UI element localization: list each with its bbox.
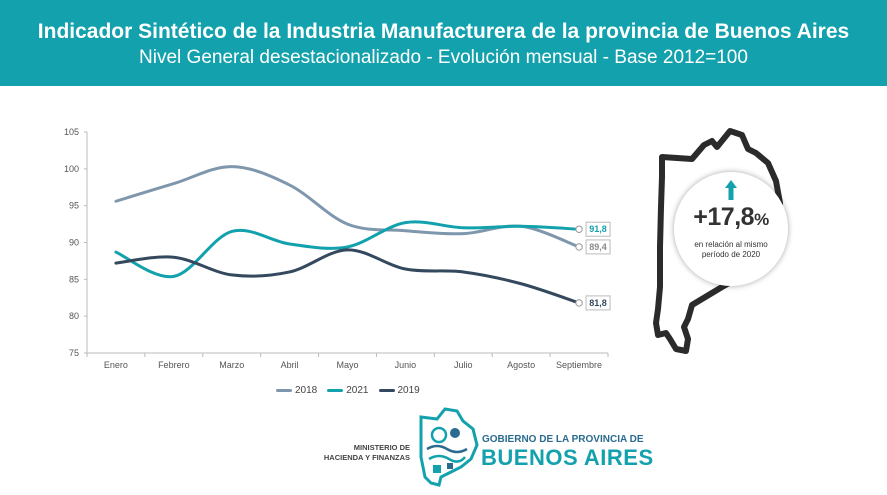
variation-unit: %	[754, 210, 769, 229]
legend-label: 2019	[397, 385, 420, 396]
variation-number: +17,8	[693, 203, 755, 231]
y-tick-label: 75	[69, 348, 79, 358]
series-end-point-2019	[575, 299, 583, 307]
series-line-2019	[114, 248, 581, 305]
legend-swatch	[327, 389, 344, 392]
ministry-name: MINISTERIO DE HACIENDA Y FINANZAS	[300, 443, 410, 463]
end-label-box-2021	[585, 221, 611, 237]
y-tick-label: 100	[64, 164, 79, 174]
legend-item-2019: 2019	[378, 385, 420, 396]
end-label-box-2019	[585, 295, 611, 311]
y-tick-label: 85	[69, 274, 79, 284]
x-tick-label: Septiembre	[556, 360, 602, 370]
x-tick-label: Marzo	[219, 360, 244, 370]
chart-legend: 2018 2021 2019	[276, 385, 420, 396]
variation-badge: +17,8% en relación al mismo período de 2…	[674, 172, 788, 286]
y-tick-label: 105	[64, 127, 79, 137]
legend-item-2021: 2021	[327, 385, 369, 396]
end-label-2021: 91,8	[589, 224, 607, 234]
series-line-2018	[114, 165, 581, 249]
variation-value: +17,8%	[674, 203, 788, 232]
ministry-line1: MINISTERIO DE	[353, 443, 410, 452]
page-title: Indicador Sintético de la Industria Manu…	[37, 20, 850, 43]
series-end-point-2018	[575, 243, 583, 251]
header-banner: Indicador Sintético de la Industria Manu…	[0, 0, 887, 86]
variation-caption-line2: período de 2020	[701, 250, 761, 259]
variation-caption-line1: en relación al mismo	[694, 240, 768, 249]
x-tick-label: Enero	[104, 360, 128, 370]
gov-label-small: GOBIERNO DE LA PROVINCIA DE	[482, 434, 644, 445]
legend-label: 2018	[295, 385, 318, 396]
legend-swatch	[378, 389, 395, 392]
arrow-up-icon	[725, 180, 737, 200]
gov-label-big: BUENOS AIRES	[481, 445, 654, 470]
variation-caption: en relación al mismo período de 2020	[684, 240, 778, 260]
legend-item-2018: 2018	[276, 385, 317, 396]
x-tick-label: Junio	[395, 360, 417, 370]
series-line-2021	[114, 220, 581, 279]
ministry-line2: HACIENDA Y FINANZAS	[323, 453, 410, 462]
x-tick-label: Julio	[454, 360, 473, 370]
page-subtitle: Nivel General desestacionalizado - Evolu…	[139, 47, 748, 68]
legend-swatch	[276, 389, 292, 392]
x-tick-label: Abril	[281, 360, 299, 370]
y-tick-label: 90	[69, 238, 79, 248]
y-tick-label: 95	[69, 201, 79, 211]
province-logo-icon	[419, 407, 479, 487]
end-label-2018: 89,4	[589, 242, 607, 252]
legend-label: 2021	[346, 385, 369, 396]
x-tick-label: Agosto	[507, 360, 535, 370]
y-tick-label: 80	[69, 311, 79, 321]
series-end-point-2021	[575, 225, 583, 233]
line-chart: 75 80 85 90 95 100 105 Enero Febrero Marzo Abril Ma…	[64, 127, 611, 370]
end-label-box-2018	[585, 239, 611, 255]
x-tick-label: Mayo	[336, 360, 358, 370]
end-label-2019: 81,8	[589, 298, 607, 308]
x-tick-label: Febrero	[158, 360, 190, 370]
